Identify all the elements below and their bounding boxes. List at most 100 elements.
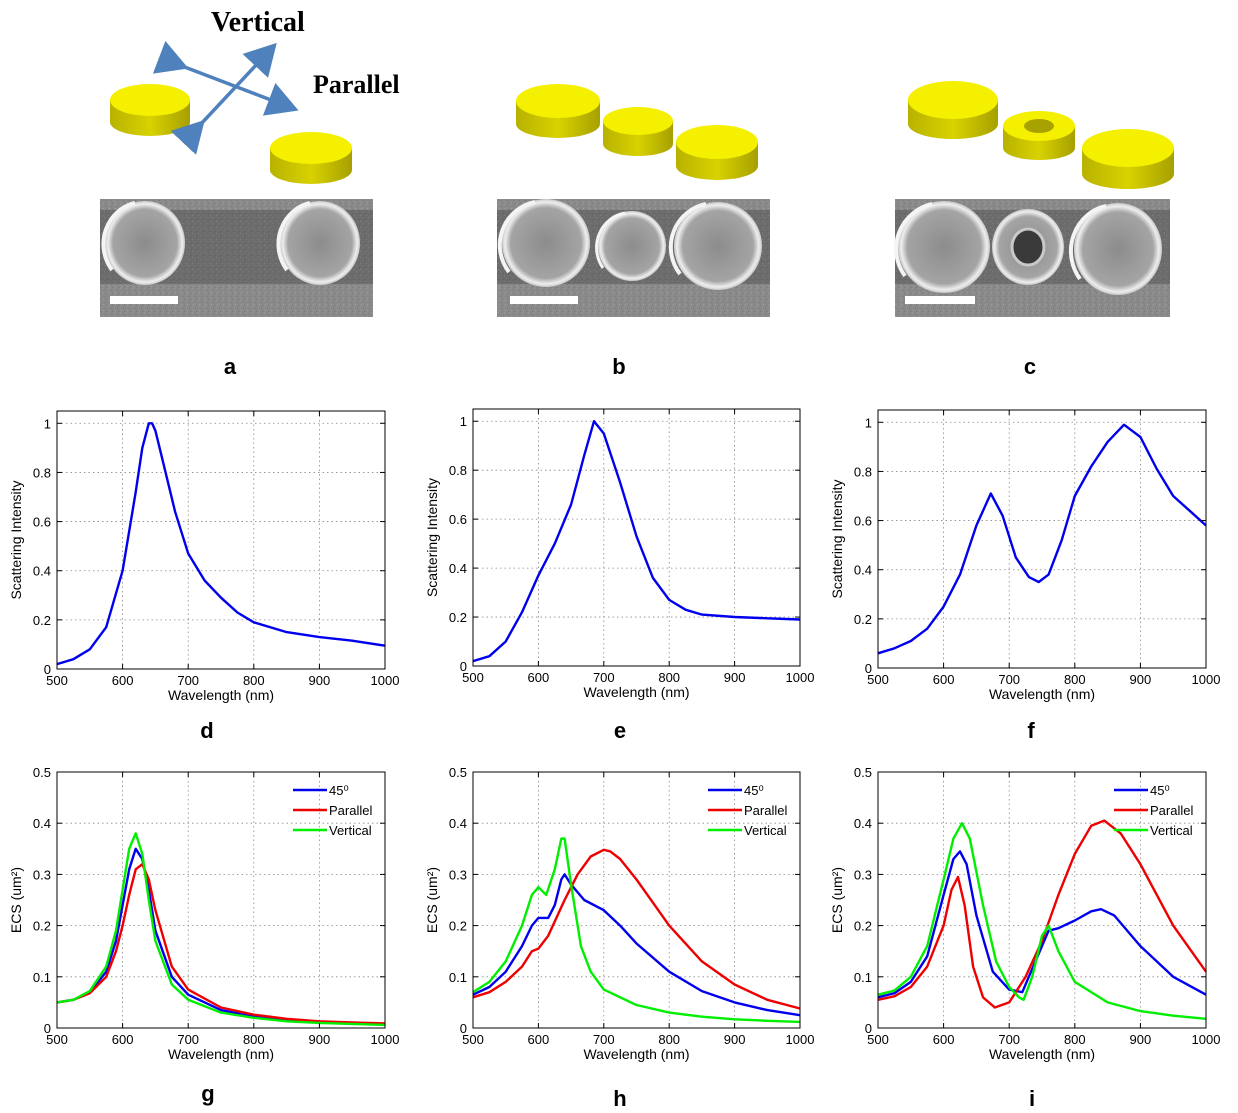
y-axis-label: Scattering Intensity <box>424 478 440 597</box>
y-tick-label: 0.4 <box>449 816 467 831</box>
series-line-main <box>472 420 801 663</box>
x-tick-label: 600 <box>112 673 134 688</box>
legend-label: Parallel <box>329 803 372 818</box>
x-tick-label: 800 <box>243 673 265 688</box>
x-tick-label: 600 <box>933 1032 955 1047</box>
x-tick-label: 500 <box>867 1032 889 1047</box>
panel-label-g: g <box>201 1081 214 1106</box>
x-axis-label: Wavelength (nm) <box>989 1046 1095 1062</box>
x-tick-label: 500 <box>462 1032 484 1047</box>
x-tick-label: 500 <box>462 670 484 685</box>
x-tick-label: 1000 <box>371 673 400 688</box>
chart-g: 500 600 700 800 900 1000 0 0.1 0.2 0.3 0.4 0.5 Wavel… <box>8 765 399 1062</box>
legend-label: 45⁰ <box>329 783 349 798</box>
y-tick-label: 0.1 <box>449 970 467 985</box>
y-tick-label: 0 <box>460 659 467 674</box>
x-tick-label: 500 <box>867 672 889 687</box>
y-tick-label: 1 <box>460 414 467 429</box>
series-line-45- <box>472 873 801 1017</box>
x-tick-label: 1000 <box>371 1032 400 1047</box>
series-line-parallel <box>877 819 1207 1009</box>
x-axis-label: Wavelength (nm) <box>168 1046 274 1062</box>
series-line-parallel <box>56 863 386 1025</box>
x-tick-label: 900 <box>724 1032 746 1047</box>
panel-label-f: f <box>1027 718 1035 743</box>
series-line-vertical <box>877 822 1207 1020</box>
x-axis-label: Wavelength (nm) <box>989 686 1095 702</box>
plot-frame <box>56 771 386 1029</box>
y-tick-label: 0.2 <box>854 612 872 627</box>
chart-f: 500 600 700 800 900 1000 0 0.2 0.4 0.6 0.8 1 Wavelen… <box>829 409 1220 702</box>
series-line-vertical <box>472 837 801 1024</box>
chart-d: 500 600 700 800 900 1000 0 0.2 0.4 0.6 0.8 1 Wavelen… <box>8 410 400 703</box>
x-tick-label: 800 <box>658 1032 680 1047</box>
panel-label-i: i <box>1029 1086 1035 1111</box>
chart-e: 500 600 700 800 900 1000 0 0.2 0.4 0.6 0.8 1 Wavelen… <box>424 408 815 700</box>
x-tick-label: 800 <box>658 670 680 685</box>
series-line-vertical <box>56 832 386 1027</box>
legend-label: Parallel <box>1150 803 1193 818</box>
y-tick-label: 0.3 <box>33 867 51 882</box>
x-tick-label: 700 <box>593 670 615 685</box>
panel-label-b: b <box>612 354 625 379</box>
y-axis-label: ECS (um²) <box>829 867 845 933</box>
panel-label-e: e <box>614 718 626 743</box>
legend-label: Vertical <box>1150 823 1193 838</box>
series-line-main <box>877 423 1207 655</box>
disk-a1 <box>110 84 190 136</box>
x-tick-label: 700 <box>998 1032 1020 1047</box>
sem-image-a <box>100 199 373 317</box>
disk-b1 <box>516 84 600 138</box>
panel-label-d: d <box>200 718 213 743</box>
disk-b3 <box>676 125 758 180</box>
x-tick-label: 500 <box>46 673 68 688</box>
y-tick-label: 0.4 <box>449 561 467 576</box>
x-tick-label: 600 <box>933 672 955 687</box>
disk-c1 <box>908 81 998 139</box>
legend-label: 45⁰ <box>1150 783 1170 798</box>
scale-bar-c <box>905 296 975 304</box>
y-tick-label: 0.4 <box>33 564 51 579</box>
panel-label-h: h <box>613 1086 626 1111</box>
y-tick-label: 0 <box>44 662 51 677</box>
disk-a2 <box>270 132 352 184</box>
chart-h: 500 600 700 800 900 1000 0 0.1 0.2 0.3 0.4 0.5 Wavel… <box>424 765 814 1062</box>
series-line-parallel <box>472 848 801 1010</box>
y-tick-label: 0.5 <box>33 765 51 780</box>
vertical-label: Vertical <box>211 7 305 38</box>
y-tick-label: 0 <box>44 1021 51 1036</box>
y-tick-label: 0.6 <box>449 512 467 527</box>
x-tick-label: 600 <box>528 1032 550 1047</box>
legend-label: Parallel <box>744 803 787 818</box>
x-tick-label: 600 <box>528 670 550 685</box>
disk-b2 <box>603 107 673 156</box>
sem-image-b <box>497 199 770 317</box>
y-tick-label: 0.4 <box>854 563 872 578</box>
schematic-c <box>908 81 1174 189</box>
x-tick-label: 700 <box>593 1032 615 1047</box>
y-tick-label: 0.2 <box>449 610 467 625</box>
y-tick-label: 0 <box>865 661 872 676</box>
ring-c2 <box>1003 111 1075 160</box>
x-tick-label: 900 <box>309 1032 331 1047</box>
y-tick-label: 1 <box>44 416 51 431</box>
x-tick-label: 700 <box>177 673 199 688</box>
y-tick-label: 0.2 <box>854 919 872 934</box>
chart-i: 500 600 700 800 900 1000 0 0.1 0.2 0.3 0.4 0.5 Wavel… <box>829 765 1220 1062</box>
y-tick-label: 0.5 <box>449 765 467 780</box>
x-tick-label: 1000 <box>786 670 815 685</box>
x-tick-label: 900 <box>309 673 331 688</box>
x-tick-label: 1000 <box>1192 1032 1221 1047</box>
y-tick-label: 0 <box>460 1021 467 1036</box>
y-tick-label: 0.4 <box>33 816 51 831</box>
y-tick-label: 0.8 <box>33 465 51 480</box>
x-tick-label: 800 <box>1064 672 1086 687</box>
x-tick-label: 900 <box>1130 1032 1152 1047</box>
y-tick-label: 0.2 <box>33 613 51 628</box>
schematic-b <box>516 84 758 180</box>
y-tick-label: 0.3 <box>854 867 872 882</box>
x-tick-label: 500 <box>46 1032 68 1047</box>
plot-frame <box>56 410 386 670</box>
x-tick-label: 900 <box>724 670 746 685</box>
y-tick-label: 0.1 <box>854 970 872 985</box>
